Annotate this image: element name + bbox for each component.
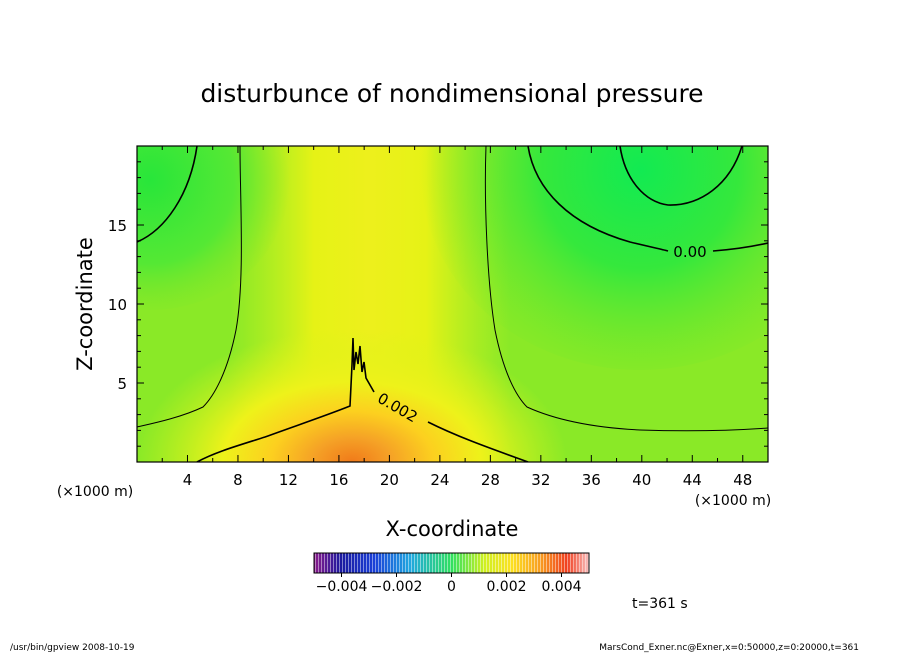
x-tick-label: 4 xyxy=(183,471,193,489)
contour-line-zero xyxy=(527,146,768,252)
x-tick-label: 44 xyxy=(683,471,702,489)
colorbar-stripes xyxy=(314,553,589,573)
colorbar-tick-label: −0.002 xyxy=(371,579,423,595)
colorbar-tick-label: 0.004 xyxy=(541,579,581,595)
field-high-core xyxy=(137,329,567,462)
y-axis-label: Z-coordinate xyxy=(73,237,97,371)
colorbar-tick-label: 0.002 xyxy=(486,579,526,595)
footer-right: MarsCond_Exner.nc@Exner,x=0:50000,z=0:20… xyxy=(599,643,859,653)
y-tick-label: 10 xyxy=(108,296,127,314)
field-low-left xyxy=(137,146,290,310)
x-tick-label: 12 xyxy=(279,471,298,489)
colorbar: −0.004 −0.002 0 0.002 0.004 xyxy=(313,552,590,595)
x-axis-ticks: 4 8 12 16 20 24 28 32 36 40 44 48 xyxy=(161,146,752,489)
colorbar-ticks: −0.004 −0.002 0 0.002 0.004 xyxy=(316,573,582,595)
x-tick-label: 32 xyxy=(531,471,550,489)
contour-line-002 xyxy=(196,337,529,462)
x-tick-label: 8 xyxy=(233,471,243,489)
time-label: t=361 s xyxy=(632,596,688,612)
x-tick-label: 28 xyxy=(481,471,500,489)
footer-left: /usr/bin/gpview 2008-10-19 xyxy=(10,643,135,653)
x-tick-label: 24 xyxy=(430,471,449,489)
y-axis-ticks: 5 10 15 xyxy=(108,161,768,447)
plot-area xyxy=(137,146,768,462)
contour-line-left-inner xyxy=(137,146,242,428)
y-tick-label: 5 xyxy=(117,375,127,393)
x-axis-label: X-coordinate xyxy=(386,517,519,541)
contour-line-left-high xyxy=(137,146,198,243)
contour-line-right-inner xyxy=(484,146,768,432)
contour-line-right-ring xyxy=(619,146,743,206)
x-unit-right: (×1000 m) xyxy=(695,493,771,509)
x-tick-label: 20 xyxy=(380,471,399,489)
contour-label-zero: 0.00 xyxy=(673,243,706,261)
x-tick-label: 40 xyxy=(632,471,651,489)
colorbar-tick-label: 0 xyxy=(447,579,456,595)
x-unit-left: (×1000 m) xyxy=(57,484,133,500)
x-tick-label: 48 xyxy=(733,471,752,489)
x-tick-label: 36 xyxy=(582,471,601,489)
x-tick-label: 16 xyxy=(329,471,348,489)
chart-title: disturbunce of nondimensional pressure xyxy=(200,79,703,108)
field-low-right xyxy=(420,146,768,370)
y-tick-label: 15 xyxy=(108,217,127,235)
colorbar-tick-label: −0.004 xyxy=(316,579,368,595)
